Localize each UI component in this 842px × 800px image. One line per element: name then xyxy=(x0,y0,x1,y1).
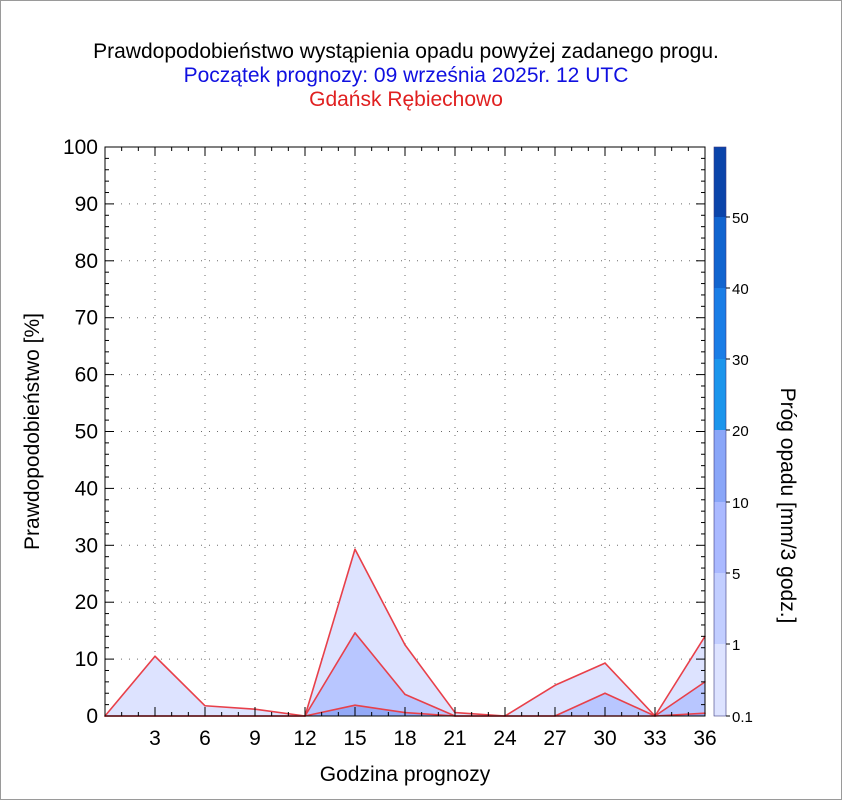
y-tick-label: 10 xyxy=(75,648,98,671)
data-point xyxy=(404,693,406,696)
x-tick-label: 27 xyxy=(543,727,566,750)
threshold-legend: 0.1 1 5 10 20 30 40 50 xyxy=(713,146,753,726)
x-tick-label: 36 xyxy=(693,727,716,750)
x-tick-label: 12 xyxy=(293,727,316,750)
y-tick-label: 70 xyxy=(75,307,98,330)
station-name: Gdańsk Rębiechowo xyxy=(309,88,503,111)
x-tick-label: 3 xyxy=(149,727,161,750)
legend-band xyxy=(714,147,726,217)
y-axis-label: Prawdopodobieństwo [%] xyxy=(21,313,44,550)
x-tick-label: 6 xyxy=(199,727,211,750)
legend-tick-label: 40 xyxy=(732,281,749,298)
chart-subtitle: Początek prognozy: 09 września 2025r. 12… xyxy=(183,64,629,87)
data-point xyxy=(354,632,356,634)
legend-tick-label: 20 xyxy=(732,423,749,440)
y-tick-label: 80 xyxy=(75,250,98,273)
x-tick-label: 21 xyxy=(443,727,466,750)
title-block: Prawdopodobieństwo wystąpienia opadu pow… xyxy=(0,40,812,112)
y-tick-label: 40 xyxy=(75,477,98,500)
legend-tick-label: 1 xyxy=(732,637,740,654)
x-tick-label: 24 xyxy=(493,727,517,750)
y-tick-label: 20 xyxy=(75,591,98,614)
area-series-0.1 xyxy=(105,549,705,716)
x-tick-label: 33 xyxy=(643,727,666,750)
x-tick-label: 15 xyxy=(343,727,366,750)
data-point xyxy=(354,548,356,551)
legend-tick-label: 30 xyxy=(732,352,749,369)
legend-tick-label: 50 xyxy=(732,210,749,227)
data-point xyxy=(204,704,206,707)
data-point xyxy=(404,644,406,646)
legend-band xyxy=(714,644,726,716)
chart-title: Prawdopodobieństwo wystąpienia opadu pow… xyxy=(93,40,719,63)
y-axis: 0 10 20 30 40 50 60 70 80 90 100 xyxy=(63,136,705,728)
legend-band xyxy=(714,430,726,502)
y-tick-label: 0 xyxy=(86,705,98,728)
legend-band xyxy=(714,217,726,288)
y-tick-label: 90 xyxy=(75,193,98,216)
legend-band xyxy=(714,359,726,430)
x-tick-label: 9 xyxy=(249,727,261,750)
area-series-1 xyxy=(105,632,705,716)
data-point xyxy=(354,704,356,706)
data-point xyxy=(154,655,156,658)
legend-tick-label: 10 xyxy=(732,495,749,512)
x-tick-label: 30 xyxy=(593,727,616,750)
legend-border xyxy=(713,146,727,717)
data-point xyxy=(554,684,556,687)
data-point xyxy=(604,662,606,664)
legend-label: Próg opadu [mm/3 godz.] xyxy=(776,388,799,624)
y-tick-label: 100 xyxy=(63,136,98,159)
y-tick-label: 60 xyxy=(75,364,98,387)
legend-band xyxy=(714,288,726,359)
x-axis-label: Godzina prognozy xyxy=(320,763,491,786)
legend-tick-label: 0.1 xyxy=(732,709,753,726)
y-tick-label: 50 xyxy=(75,421,98,444)
data-point xyxy=(604,692,606,695)
y-tick-label: 30 xyxy=(75,534,98,557)
legend-tick-label: 5 xyxy=(732,566,740,583)
x-axis: 3 6 9 12 15 18 21 24 27 30 33 36 xyxy=(121,147,717,750)
legend-band xyxy=(714,502,726,573)
legend-band xyxy=(714,573,726,644)
plot-background xyxy=(105,147,705,716)
x-tick-label: 18 xyxy=(393,727,416,750)
